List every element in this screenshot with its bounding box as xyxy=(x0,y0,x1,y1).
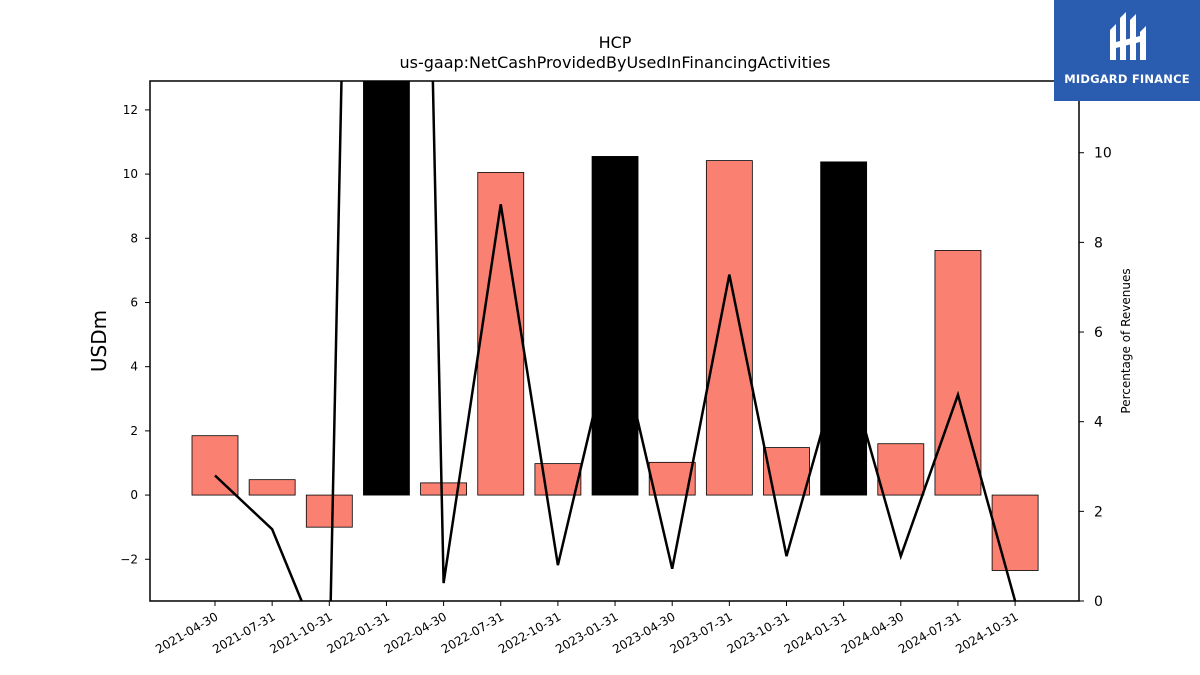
bar-2022-01-31 xyxy=(363,80,410,496)
bar-2024-04-30 xyxy=(877,443,925,496)
x-tick-label: 2023-10-31 xyxy=(725,609,792,656)
x-tick-label: 2024-07-31 xyxy=(896,609,963,656)
bar-2023-10-31 xyxy=(763,447,810,496)
x-tick-label: 2023-04-30 xyxy=(610,609,677,656)
y2-tick-label: 10 xyxy=(1094,146,1112,162)
y2-tick-label: 4 xyxy=(1094,415,1103,431)
y-tick-label: 12 xyxy=(123,103,138,117)
y2-tick-label: 2 xyxy=(1094,504,1103,520)
y-tick-label: 0 xyxy=(130,488,138,502)
x-tick-label: 2023-07-31 xyxy=(667,609,734,656)
y2-axis-label: Percentage of Revenues xyxy=(1119,268,1133,413)
bar-2024-01-31 xyxy=(820,161,868,496)
x-tick-label: 2021-07-31 xyxy=(210,609,277,656)
y2-tick-label: 8 xyxy=(1094,235,1103,251)
brand-logo: MIDGARD FINANCE xyxy=(1054,0,1200,101)
y2-tick-label: 6 xyxy=(1094,325,1103,341)
x-tick-label: 2022-01-31 xyxy=(325,609,392,656)
brand-name: MIDGARD FINANCE xyxy=(1064,72,1190,86)
bar-2021-07-31 xyxy=(248,479,296,496)
y-tick-label: 2 xyxy=(130,424,138,438)
line-group xyxy=(214,81,1017,601)
bar-2024-07-31 xyxy=(934,250,982,496)
x-tick-label: 2024-10-31 xyxy=(953,609,1020,656)
y-axis: −2 0 2 4 6 8 10 12 xyxy=(120,103,150,566)
y-tick-label: 4 xyxy=(130,360,138,374)
bar-2021-10-31 xyxy=(305,494,353,528)
bars-group xyxy=(191,80,1039,571)
x-tick-label: 2022-07-31 xyxy=(439,609,506,656)
plot-frame xyxy=(149,80,1080,602)
x-tick-label: 2024-01-31 xyxy=(782,609,849,656)
chart-title: HCP xyxy=(599,33,632,52)
x-tick-label: 2021-10-31 xyxy=(267,609,334,656)
x-tick-label: 2022-10-31 xyxy=(496,609,563,656)
y2-tick-label: 0 xyxy=(1094,594,1103,610)
chart-subtitle: us-gaap:NetCashProvidedByUsedInFinancing… xyxy=(399,53,830,72)
x-tick-label: 2022-04-30 xyxy=(382,609,449,656)
pct-revenue-line xyxy=(214,81,1017,601)
bar-2024-10-31 xyxy=(991,494,1039,571)
bar-2022-07-31 xyxy=(477,172,525,496)
x-axis: 2021-04-302021-07-312021-10-312022-01-31… xyxy=(153,601,1021,656)
y-tick-label: 8 xyxy=(130,231,138,245)
y2-axis: 0 2 4 6 8 10 xyxy=(1079,146,1112,610)
y-tick-label: 6 xyxy=(130,295,138,309)
x-tick-label: 2024-04-30 xyxy=(839,609,906,656)
midgard-logo-icon xyxy=(1110,12,1146,60)
y-tick-label: 10 xyxy=(123,167,138,181)
bar-2022-04-30 xyxy=(420,482,468,496)
bar-2021-04-30 xyxy=(191,435,239,496)
x-tick-label: 2021-04-30 xyxy=(153,609,220,656)
y-tick-label: −2 xyxy=(120,552,138,566)
bar-2023-07-31 xyxy=(705,160,753,496)
y-axis-label: USDm xyxy=(87,310,111,372)
x-tick-label: 2023-01-31 xyxy=(553,609,620,656)
